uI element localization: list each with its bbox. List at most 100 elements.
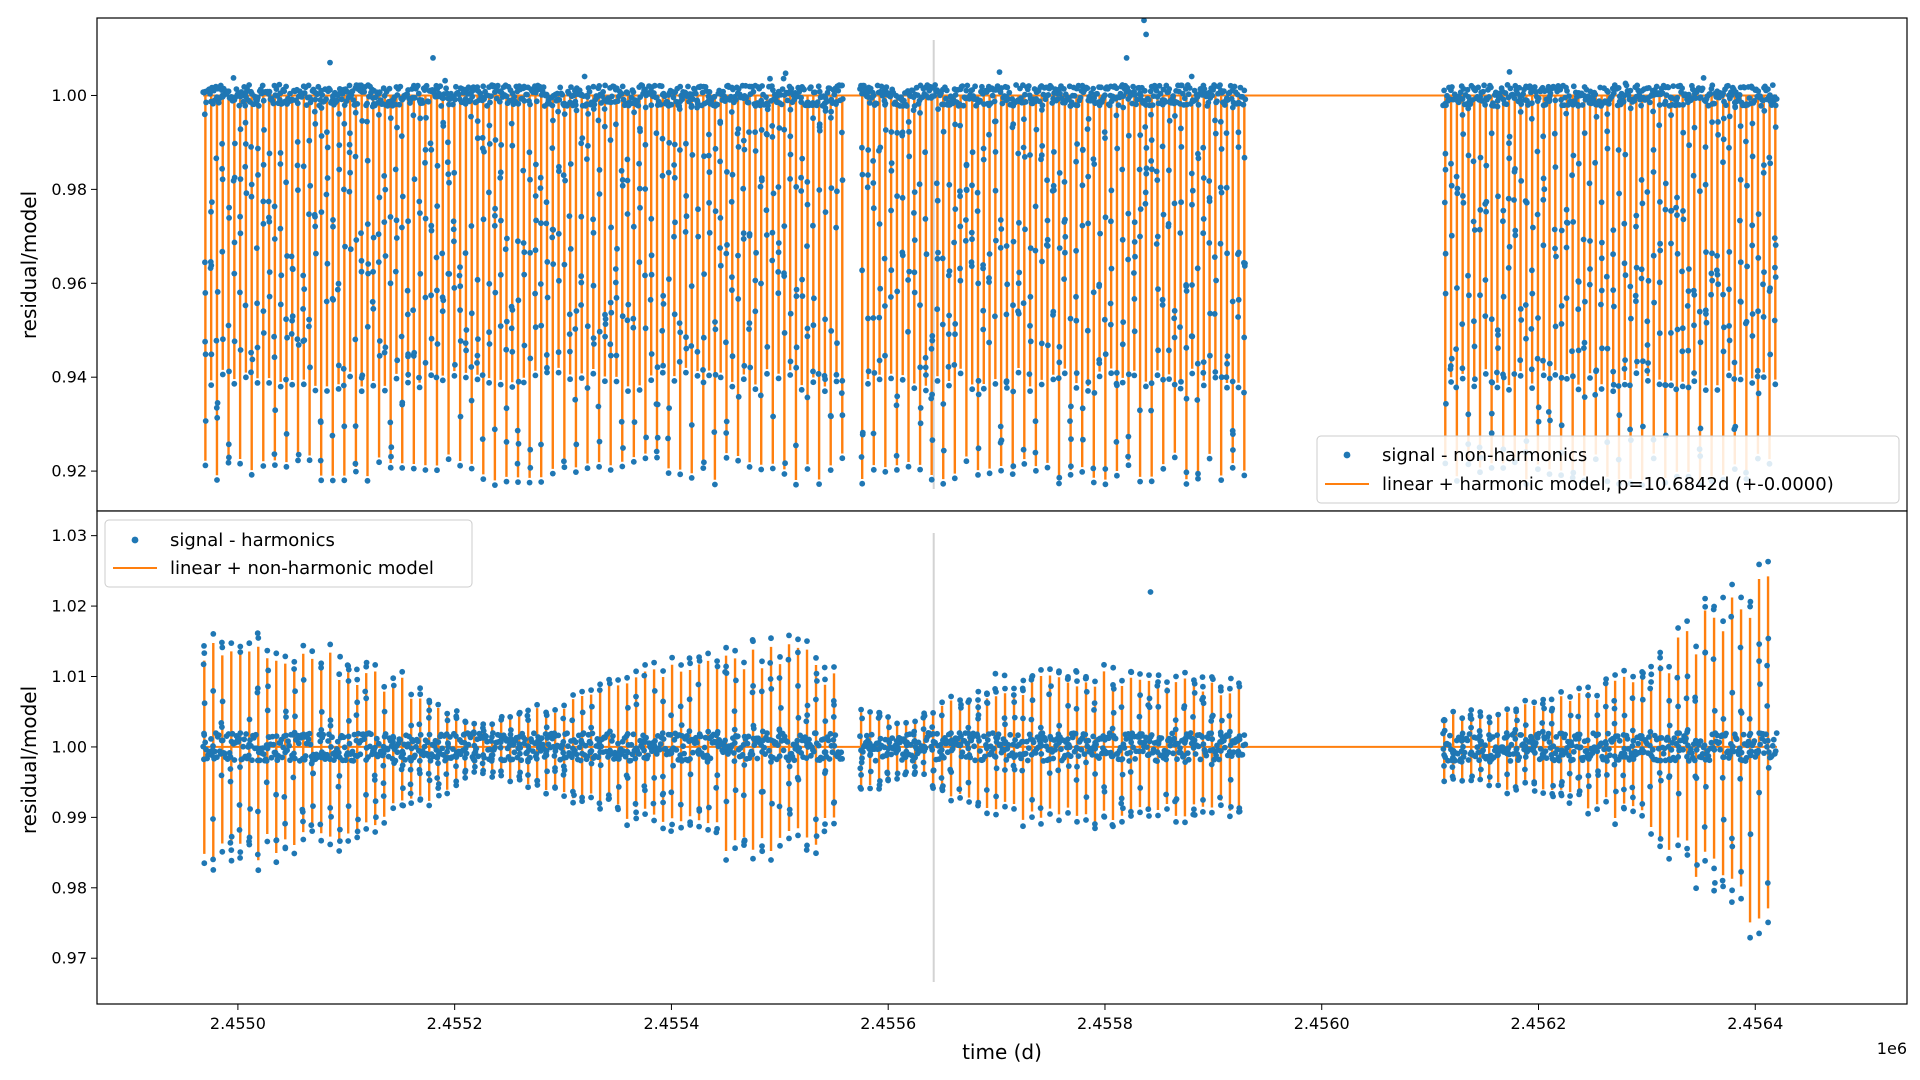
signal-point <box>1569 348 1575 355</box>
signal-point <box>1749 222 1756 229</box>
signal-point <box>475 336 481 342</box>
signal-point <box>486 341 493 347</box>
signal-point <box>284 747 290 754</box>
signal-point <box>1703 249 1709 256</box>
signal-point <box>1628 315 1634 322</box>
signal-point <box>784 97 791 104</box>
signal-point <box>1085 388 1091 394</box>
signal-point <box>1645 377 1651 384</box>
signal-point <box>556 277 562 284</box>
signal-point <box>388 453 394 460</box>
signal-point <box>1540 242 1547 249</box>
signal-point <box>201 111 208 118</box>
signal-point <box>283 179 289 186</box>
signal-point <box>1528 366 1535 373</box>
signal-point <box>507 778 514 785</box>
signal-point <box>1125 210 1132 217</box>
signal-point <box>336 671 343 678</box>
signal-point <box>651 82 658 89</box>
signal-point <box>693 739 700 746</box>
signal-point <box>336 773 343 779</box>
signal-point <box>369 298 376 305</box>
signal-point <box>676 320 683 326</box>
signal-point <box>1766 154 1773 161</box>
signal-point <box>578 302 584 308</box>
signal-point <box>236 102 243 109</box>
signal-point <box>1702 387 1709 393</box>
signal-point <box>1125 132 1132 139</box>
signal-point <box>782 460 788 467</box>
signal-point <box>648 351 655 357</box>
signal-point <box>277 301 284 308</box>
signal-point <box>782 70 789 77</box>
signal-point <box>888 167 895 174</box>
signal-point <box>750 638 756 645</box>
signal-point <box>637 737 644 744</box>
signal-point <box>832 732 839 738</box>
signal-point <box>543 750 549 757</box>
signal-point <box>305 82 312 89</box>
signal-point <box>463 347 469 354</box>
signal-point <box>883 84 890 90</box>
panel-top: 0.920.940.960.981.00 residual/model sign… <box>17 17 1908 512</box>
signal-point <box>346 188 353 195</box>
signal-point <box>613 352 620 359</box>
signal-point <box>608 224 614 231</box>
signal-point <box>804 179 811 185</box>
signal-point <box>830 714 837 720</box>
signal-point <box>1673 204 1679 211</box>
signal-point <box>1480 88 1486 95</box>
signal-point <box>1090 156 1097 163</box>
signal-point <box>706 131 712 138</box>
signal-point <box>888 375 894 382</box>
signal-point <box>687 756 693 762</box>
signal-point <box>1615 147 1622 153</box>
signal-point <box>752 277 759 284</box>
signal-point <box>555 230 562 237</box>
signal-point <box>225 88 232 95</box>
signal-point <box>746 320 753 326</box>
signal-point <box>573 308 580 314</box>
signal-point <box>777 654 783 660</box>
signal-point <box>1066 744 1073 751</box>
signal-point <box>388 444 395 451</box>
signal-point <box>1737 217 1743 224</box>
signal-point <box>1188 170 1195 177</box>
signal-point <box>659 172 666 179</box>
signal-point <box>750 725 757 732</box>
signal-point <box>1120 104 1127 111</box>
signal-point <box>259 745 266 752</box>
signal-point <box>1021 461 1028 467</box>
signal-point <box>1195 155 1202 162</box>
signal-point <box>980 156 987 163</box>
signal-point <box>810 368 816 375</box>
signal-point <box>355 816 361 823</box>
signal-point <box>1170 750 1176 757</box>
signal-point <box>905 463 912 470</box>
signal-point <box>202 338 209 345</box>
signal-point <box>1593 113 1600 120</box>
signal-point <box>566 213 573 220</box>
signal-point <box>906 128 912 135</box>
signal-point <box>364 323 371 330</box>
signal-point <box>515 297 522 304</box>
signal-point <box>1114 145 1121 152</box>
signal-point <box>469 93 476 100</box>
signal-point <box>1500 207 1507 214</box>
signal-point <box>438 103 445 109</box>
signal-point <box>503 93 510 100</box>
signal-point <box>382 387 388 394</box>
signal-point <box>434 203 441 210</box>
signal-point <box>1575 160 1582 167</box>
signal-point <box>283 708 289 715</box>
signal-point <box>1598 255 1605 262</box>
signal-point <box>1050 308 1057 315</box>
signal-point <box>411 349 418 356</box>
signal-point <box>488 758 495 764</box>
signal-point <box>1665 84 1672 91</box>
signal-point <box>352 153 359 160</box>
signal-point <box>975 377 982 384</box>
signal-point <box>713 784 720 791</box>
signal-point <box>255 102 262 109</box>
signal-point <box>1218 374 1225 381</box>
